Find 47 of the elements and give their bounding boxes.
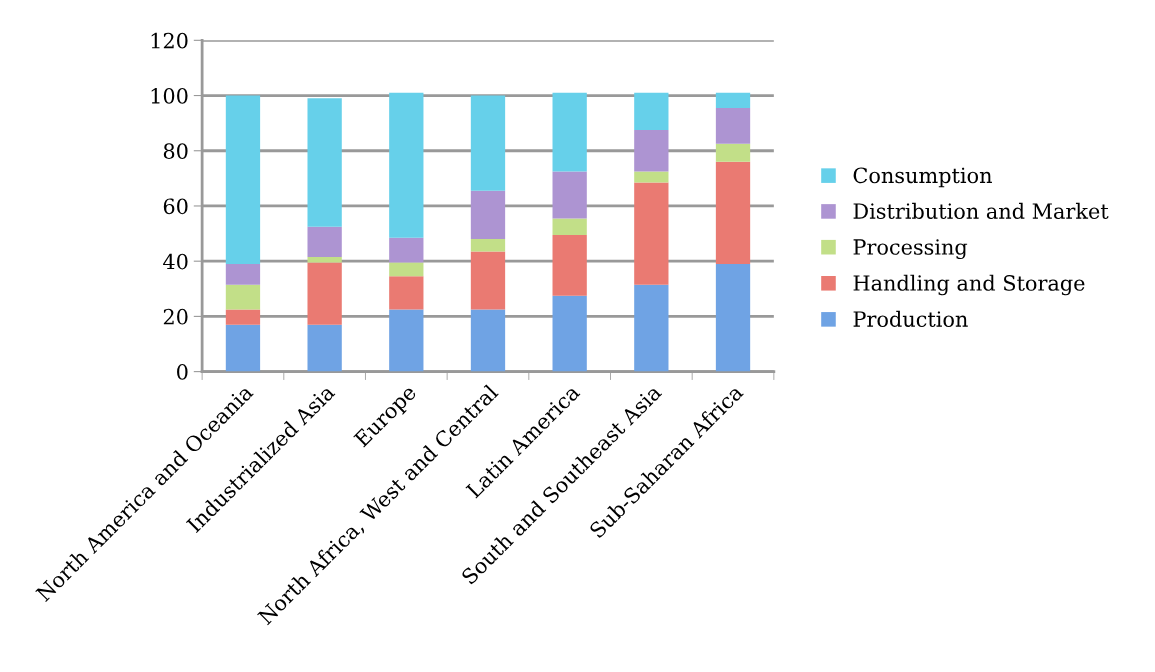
legend-label: Handling and Storage	[853, 274, 1085, 296]
bar	[389, 276, 424, 310]
bar	[307, 262, 342, 325]
bar	[715, 92, 751, 108]
bar	[225, 284, 261, 310]
legend-label: Processing	[853, 239, 968, 260]
bar	[634, 182, 669, 285]
bar	[470, 309, 506, 372]
bar	[634, 130, 669, 172]
bar	[470, 190, 506, 240]
bar	[715, 107, 751, 144]
bar	[389, 92, 424, 238]
bar	[389, 262, 424, 277]
y-tick-label: 100	[151, 87, 188, 104]
bar	[715, 263, 751, 372]
bar	[470, 95, 506, 191]
y-tick-label: 80	[163, 143, 188, 159]
y-tick-label: 20	[163, 308, 188, 325]
y-tick-label: 40	[163, 253, 188, 270]
bar	[552, 218, 587, 235]
legend-label: Distribution and Market	[853, 202, 1109, 219]
y-tick-label: 60	[163, 198, 188, 215]
bar	[307, 257, 342, 263]
bar	[307, 98, 342, 227]
bar	[225, 263, 261, 285]
bar	[307, 324, 342, 372]
bar	[634, 171, 669, 183]
bar	[634, 92, 669, 131]
bar	[715, 161, 751, 264]
y-tick-label: 0	[177, 364, 188, 380]
bar	[552, 92, 587, 172]
bar	[470, 251, 506, 310]
bar	[552, 234, 587, 296]
bar	[552, 171, 587, 219]
bar	[470, 239, 506, 252]
y-tick-label: 120	[151, 32, 188, 49]
bar	[634, 284, 669, 372]
bar	[307, 226, 342, 258]
bar	[225, 309, 261, 325]
legend-label: Consumption	[853, 167, 992, 188]
bar	[225, 324, 261, 372]
bar	[389, 309, 424, 372]
bar	[389, 237, 424, 263]
bar	[552, 295, 587, 372]
legend-label: Production	[853, 310, 968, 327]
bar	[225, 95, 261, 264]
bar	[715, 143, 751, 162]
